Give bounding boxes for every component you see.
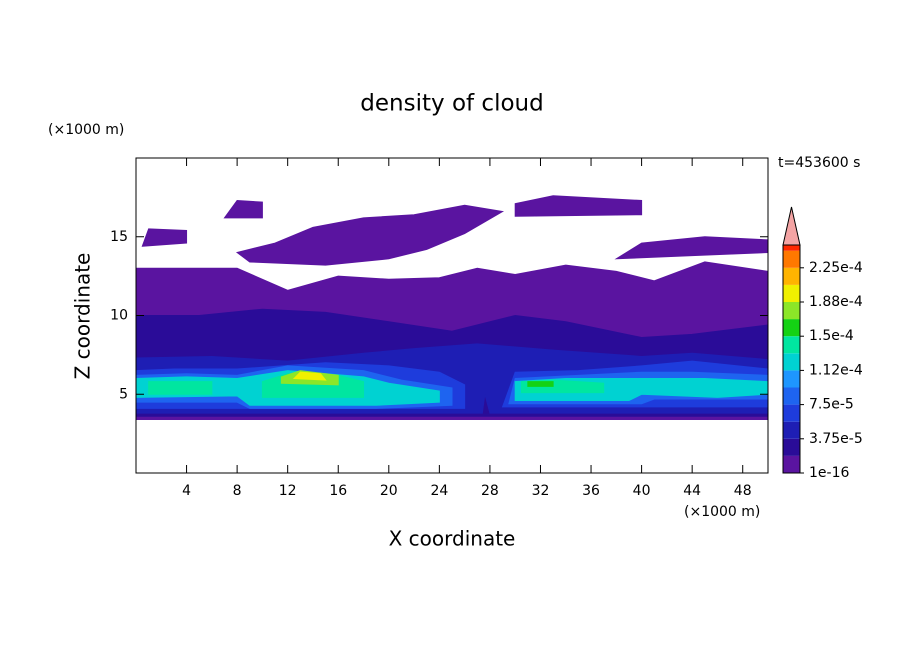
- colorbar-segment: [783, 250, 800, 268]
- colorbar-segment: [783, 319, 800, 337]
- contour-region: [614, 236, 768, 260]
- colorbar-frame: [782, 244, 801, 474]
- colorbar-segment: [783, 267, 800, 285]
- colorbar-tick-label: 7.5e-5: [809, 397, 854, 413]
- contour-region: [235, 204, 505, 266]
- colorbar-tick-label: 1.5e-4: [809, 328, 854, 344]
- colorbar-segment: [783, 370, 800, 388]
- colorbar-segment: [783, 421, 800, 439]
- time-label: t=453600 s: [778, 155, 860, 171]
- contour-region: [141, 228, 188, 247]
- colorbar-segment: [783, 455, 800, 473]
- colorbar-segment: [783, 336, 800, 354]
- colorbar-tick-label: 1.88e-4: [809, 294, 863, 310]
- colorbar-tick-label: 1e-16: [809, 465, 849, 481]
- colorbar-segment: [783, 438, 800, 456]
- x-tick-label: 12: [279, 483, 297, 499]
- contour-region: [514, 195, 643, 217]
- y-tick-label: 10: [110, 308, 128, 324]
- x-tick-label: 44: [683, 483, 701, 499]
- x-tick-label: 24: [430, 483, 448, 499]
- x-tick-label: 20: [380, 483, 398, 499]
- x-unit: (×1000 m): [684, 504, 760, 520]
- colorbar-segment: [783, 245, 800, 251]
- x-tick-label: 16: [329, 483, 347, 499]
- colorbar-segment: [783, 404, 800, 422]
- y-tick-label: 15: [110, 229, 128, 245]
- y-axis-label: Z coordinate: [71, 253, 95, 380]
- x-tick-label: 32: [532, 483, 550, 499]
- x-tick-label: 36: [582, 483, 600, 499]
- contour-field: [136, 195, 768, 420]
- y-tick-label: 5: [119, 386, 128, 402]
- x-tick-label: 4: [182, 483, 191, 499]
- colorbar-tick-label: 2.25e-4: [809, 260, 863, 276]
- colorbar-segment: [783, 302, 800, 320]
- colorbar-segment: [783, 387, 800, 405]
- contour-region: [527, 381, 554, 387]
- x-tick-label: 40: [633, 483, 651, 499]
- contour-region: [148, 381, 213, 395]
- x-tick-label: 48: [734, 483, 752, 499]
- chart-title: density of cloud: [360, 91, 543, 117]
- colorbar-segment: [783, 353, 800, 371]
- x-tick-label: 28: [481, 483, 499, 499]
- contour-region: [292, 371, 327, 381]
- y-unit: (×1000 m): [48, 122, 124, 138]
- contour-region: [223, 200, 263, 219]
- colorbar-tick-label: 1.12e-4: [809, 362, 863, 378]
- colorbar-segment: [783, 284, 800, 302]
- x-tick-label: 8: [233, 483, 242, 499]
- x-axis-label: X coordinate: [389, 527, 516, 551]
- colorbar-tick-label: 3.75e-5: [809, 431, 863, 447]
